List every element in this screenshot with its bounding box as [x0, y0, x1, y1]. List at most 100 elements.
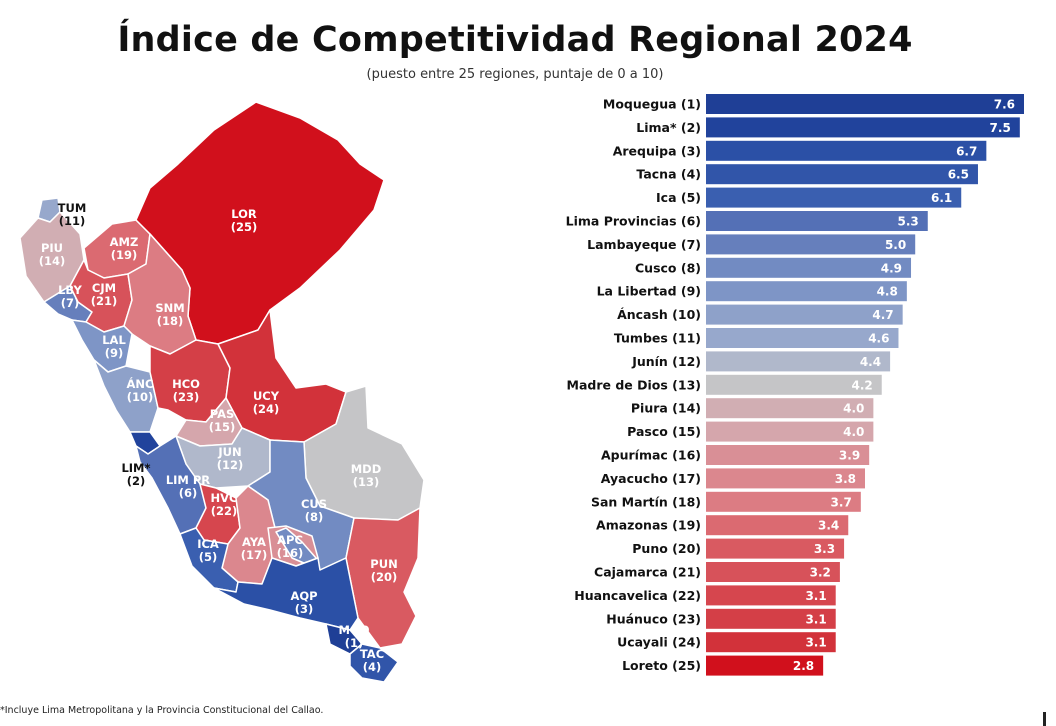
bar-chart: Moquegua (1) 7.6 Lima* (2) 7.5 Arequipa (3) 6… [566, 94, 1024, 676]
value-label-amazonas-19: 3.4 [818, 519, 839, 533]
map-rank-lim: (2) [127, 474, 146, 488]
value-label-junin-12: 4.4 [860, 355, 881, 369]
footnote: *Incluye Lima Metropolitana y la Provinc… [0, 705, 324, 716]
map-label-lal: LAL(9) [102, 333, 126, 360]
map-label-ucy: UCY(24) [253, 389, 280, 416]
bar-arequipa-3 [706, 140, 987, 161]
category-label-cusco-8: Cusco (8) [635, 260, 701, 275]
map-label-jun: JUN(12) [217, 445, 244, 472]
map-region-tac [349, 643, 399, 683]
map-code-ucy: UCY [253, 389, 280, 403]
value-label-ayacucho-17: 3.8 [835, 472, 856, 486]
category-label-cajamarca-21: Cajamarca (21) [594, 565, 701, 580]
bar-amazonas-19 [706, 515, 849, 536]
map-rank-lor: (25) [231, 220, 258, 234]
map-code-moq: MOQ [339, 623, 370, 637]
category-label-junin-12: Junín (12) [631, 354, 701, 369]
map-rank-moq: (1) [345, 636, 364, 650]
map-rank-tac: (4) [363, 660, 382, 674]
value-label-ancash-10: 4.7 [872, 308, 893, 322]
map-label-pun: PUN(20) [370, 557, 397, 584]
map-rank-amz: (19) [111, 248, 138, 262]
category-label-la-libertad-9: La Libertad (9) [597, 284, 701, 299]
value-label-loreto-25: 2.8 [793, 659, 814, 673]
category-label-apurimac-16: Apurímac (16) [601, 448, 701, 463]
category-label-moquegua-1: Moquegua (1) [603, 97, 701, 112]
map-rank-pas: (15) [209, 420, 236, 434]
value-label-cusco-8: 4.9 [881, 261, 902, 275]
value-label-lambayeque-7: 5.0 [885, 238, 906, 252]
chart-title: Índice de Competitividad Regional 2024 [117, 20, 913, 60]
value-label-la-libertad-9: 4.8 [877, 285, 898, 299]
value-label-huanuco-23: 3.1 [805, 612, 826, 626]
map-label-mdd: MDD(13) [351, 462, 382, 489]
bar-cusco-8 [706, 257, 912, 278]
value-label-puno-20: 3.3 [814, 542, 835, 556]
bar-pasco-15 [706, 421, 874, 442]
map-label-piu: PIU(14) [39, 241, 66, 268]
map-code-ica: ICA [197, 537, 219, 551]
category-label-tacna-4: Tacna (4) [636, 167, 701, 182]
bar-ancash-10 [706, 304, 903, 325]
bar-cajamarca-21 [706, 562, 840, 582]
map-label-aya: AYA(17) [241, 535, 268, 562]
map-code-lby: LBY [58, 283, 82, 297]
edge-mark [1043, 712, 1046, 726]
category-label-puno-20: Puno (20) [632, 541, 701, 556]
map-rank-cus: (8) [305, 510, 324, 524]
map-label-lim: LIM*(2) [121, 461, 150, 488]
bar-lambayeque-7 [706, 234, 916, 255]
value-label-lima-provincias-6: 5.3 [897, 215, 918, 229]
map-rank-aqp: (3) [295, 602, 314, 616]
value-label-piura-14: 4.0 [843, 402, 864, 416]
value-label-moquegua-1: 7.6 [994, 98, 1015, 112]
map-code-anc: ÁNC [127, 376, 154, 391]
map-label-lby: LBY(7) [58, 283, 82, 310]
bar-huanuco-23 [706, 608, 836, 629]
map-region-lal [71, 319, 133, 373]
category-label-ancash-10: Áncash (10) [617, 307, 701, 322]
map-rank-lim-pr: (6) [179, 486, 198, 500]
category-label-lima-2: Lima* (2) [636, 120, 701, 135]
bar-junin-12 [706, 351, 891, 372]
map-region-ica [179, 527, 239, 593]
value-label-ucayali-24: 3.1 [805, 636, 826, 650]
value-label-apurimac-16: 3.9 [839, 449, 860, 463]
value-label-arequipa-3: 6.7 [956, 144, 977, 158]
category-label-lima-provincias-6: Lima Provincias (6) [566, 214, 701, 229]
bar-lima-provincias-6 [706, 211, 928, 231]
map-code-aya: AYA [242, 535, 266, 549]
map-rank-snm: (18) [157, 314, 184, 328]
value-label-cajamarca-21: 3.2 [810, 566, 831, 580]
map-label-tac: TAC(4) [360, 647, 384, 674]
map-code-aqp: AQP [290, 589, 317, 603]
map-rank-lby: (7) [61, 296, 80, 310]
map-code-hvc: HVC [211, 491, 238, 505]
map-label-aqp: AQP(3) [290, 589, 317, 616]
category-label-san-martin-18: San Martín (18) [591, 494, 701, 509]
map-rank-aya: (17) [241, 548, 268, 562]
category-label-loreto-25: Loreto (25) [622, 658, 701, 673]
map-code-lim: LIM* [121, 461, 150, 475]
value-label-tacna-4: 6.5 [948, 168, 969, 182]
chart-subtitle: (puesto entre 25 regiones, puntaje de 0 … [366, 67, 664, 82]
map-label-amz: AMZ(19) [110, 235, 139, 262]
map-code-cjm: CJM [92, 281, 116, 295]
bar-ucayali-24 [706, 632, 836, 653]
bar-loreto-25 [706, 655, 824, 676]
category-label-piura-14: Piura (14) [631, 401, 701, 416]
map-code-lim-pr: LIM PR [166, 473, 210, 487]
map-code-amz: AMZ [110, 235, 139, 249]
value-label-san-martin-18: 3.7 [831, 495, 852, 509]
bar-ica-5 [706, 187, 962, 208]
category-label-ucayali-24: Ucayali (24) [617, 635, 701, 650]
map-label-cus: CUS(8) [301, 497, 327, 524]
category-label-tumbes-11: Tumbes (11) [614, 331, 701, 346]
map-label-hco: HCO(23) [172, 377, 200, 404]
peru-regions-map: TUM(11) PIU(14) LBY(7) AMZ(19) CJM(21) LOR(25… [19, 101, 425, 683]
value-label-huancavelica-22: 3.1 [805, 589, 826, 603]
map-rank-jun: (12) [217, 458, 244, 472]
map-code-lor: LOR [231, 207, 257, 221]
category-label-ica-5: Ica (5) [656, 190, 701, 205]
map-rank-ica: (5) [199, 550, 218, 564]
